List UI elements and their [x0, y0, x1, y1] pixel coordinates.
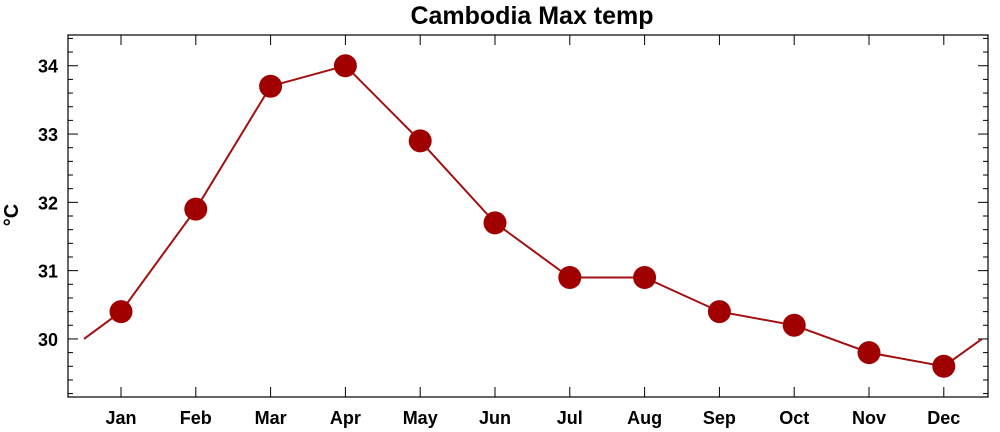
x-tick-label: Mar	[255, 408, 287, 428]
y-tick-label: 32	[38, 193, 58, 213]
y-axis-label: °C	[1, 204, 23, 226]
x-tick-label: Aug	[627, 408, 662, 428]
y-tick-labels: 30 31 32 33 34	[38, 57, 58, 350]
data-point-jan	[109, 300, 133, 324]
chart-title: Cambodia Max temp	[410, 2, 653, 30]
data-point-may	[408, 129, 432, 153]
x-tick-label: Dec	[927, 408, 960, 428]
x-tick-label: Oct	[779, 408, 809, 428]
series-line	[83, 64, 983, 368]
x-tick-label: Jun	[479, 408, 511, 428]
data-point-jul	[558, 265, 582, 289]
data-point-nov	[857, 341, 881, 365]
data-point-aug	[633, 265, 657, 289]
x-tick-label: May	[403, 408, 438, 428]
data-point-jun	[483, 211, 507, 235]
data-point-sep	[707, 300, 731, 324]
axis-ticks	[68, 35, 988, 397]
x-tick-label: Apr	[330, 408, 361, 428]
series-layer	[83, 54, 983, 378]
data-point-mar	[259, 74, 283, 98]
x-tick-label: Nov	[852, 408, 886, 428]
x-tick-label: Jan	[105, 408, 136, 428]
y-tick-label: 31	[38, 262, 58, 282]
plot-frame	[67, 34, 989, 398]
x-tick-label: Feb	[180, 408, 212, 428]
y-tick-label: 33	[38, 125, 58, 145]
data-point-oct	[782, 313, 806, 337]
x-tick-labels: Jan Feb Mar Apr May Jun Jul Aug Sep Oct Nov Dec	[105, 408, 960, 428]
x-tick-label: Jul	[557, 408, 583, 428]
data-point-feb	[184, 197, 208, 221]
y-tick-label: 30	[38, 330, 58, 350]
data-point-apr	[333, 54, 357, 78]
y-tick-label: 34	[38, 57, 58, 77]
x-tick-label: Sep	[703, 408, 736, 428]
data-point-dec	[932, 354, 956, 378]
